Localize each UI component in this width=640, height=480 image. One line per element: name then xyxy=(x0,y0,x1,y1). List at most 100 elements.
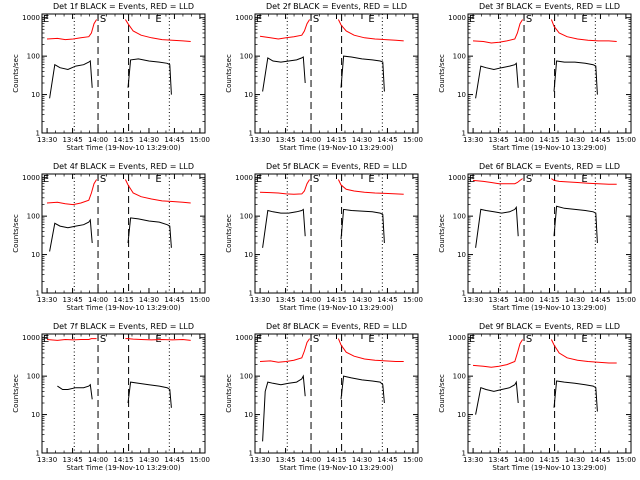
x-tick-label: 13:30 xyxy=(250,136,270,144)
y-tick-label: 100 xyxy=(27,213,40,221)
x-tick-label: 14:15 xyxy=(113,296,133,304)
interval-marker-e: E xyxy=(581,174,587,185)
chart-panel-7: Det 7f BLACK = Events, RED = LLD 1 10 100 10… xyxy=(12,322,210,472)
x-axis-label: Start Time (19-Nov-10 13:29:00) xyxy=(66,464,180,472)
plot-frame xyxy=(467,333,632,454)
x-tick-label: 13:45 xyxy=(275,136,295,144)
y-axis-label: Counts/sec xyxy=(225,374,233,413)
x-tick-label: 14:30 xyxy=(565,296,585,304)
y-tick-label: 10 xyxy=(457,91,466,99)
x-tick-label: 14:30 xyxy=(139,296,159,304)
x-tick-label: 15:00 xyxy=(190,136,210,144)
y-tick-label: 10 xyxy=(31,91,40,99)
y-tick-label: 1000 xyxy=(448,174,466,182)
x-tick-label: 13:45 xyxy=(62,296,82,304)
chart-title: Det 7f BLACK = Events, RED = LLD xyxy=(53,322,194,331)
chart-panel-8: Det 8f BLACK = Events, RED = LLD 1 10 100 10… xyxy=(225,322,423,472)
lld-series-line xyxy=(46,179,191,206)
chart-panel-5: Det 5f BLACK = Events, RED = LLD 1 10 100 10… xyxy=(225,162,423,312)
plot-frame xyxy=(254,173,419,294)
x-tick-label: 15:00 xyxy=(190,296,210,304)
x-tick-label: 14:30 xyxy=(352,456,372,464)
interval-marker-e: E xyxy=(581,334,587,345)
x-axis-label: Start Time (19-Nov-10 13:29:00) xyxy=(66,304,180,312)
y-tick-label: 10 xyxy=(457,411,466,419)
chart-title: Det 3f BLACK = Events, RED = LLD xyxy=(479,2,620,11)
x-axis-label: Start Time (19-Nov-10 13:29:00) xyxy=(66,144,180,152)
x-tick-label: 13:45 xyxy=(275,296,295,304)
x-axis-label: Start Time (19-Nov-10 13:29:00) xyxy=(492,304,606,312)
x-tick-label: 14:15 xyxy=(539,456,559,464)
interval-marker-s: S xyxy=(526,334,532,345)
chart-title: Det 1f BLACK = Events, RED = LLD xyxy=(53,2,194,11)
x-tick-label: 14:00 xyxy=(88,136,108,144)
y-axis-label: Counts/sec xyxy=(12,374,20,413)
lld-series-line xyxy=(259,179,404,195)
plot-frame xyxy=(467,173,632,294)
x-axis-label: Start Time (19-Nov-10 13:29:00) xyxy=(279,464,393,472)
x-tick-label: 14:15 xyxy=(113,456,133,464)
chart-panel-9: Det 9f BLACK = Events, RED = LLD 1 10 100 10… xyxy=(438,322,636,472)
y-axis-label: Counts/sec xyxy=(438,214,446,253)
chart-panel-2: Det 2f BLACK = Events, RED = LLD 1 10 100 10… xyxy=(225,2,423,152)
events-series-line xyxy=(49,217,172,252)
events-series-line xyxy=(475,380,598,415)
interval-marker-e: E xyxy=(368,334,374,345)
x-tick-label: 14:30 xyxy=(352,296,372,304)
y-tick-label: 10 xyxy=(244,251,253,259)
x-axis-label: Start Time (19-Nov-10 13:29:00) xyxy=(279,144,393,152)
y-axis-label: Counts/sec xyxy=(438,374,446,413)
y-tick-label: 1 xyxy=(462,450,466,458)
interval-marker-e: E xyxy=(368,174,374,185)
lld-series-line xyxy=(259,19,404,42)
y-tick-label: 1 xyxy=(36,450,40,458)
y-tick-label: 1000 xyxy=(22,14,40,22)
interval-marker-s: S xyxy=(100,14,106,25)
x-tick-label: 13:45 xyxy=(62,136,82,144)
chart-title: Det 4f BLACK = Events, RED = LLD xyxy=(53,162,194,171)
x-tick-label: 13:30 xyxy=(463,136,483,144)
lld-series-line xyxy=(46,19,191,42)
x-tick-label: 13:45 xyxy=(62,456,82,464)
interval-marker-s: S xyxy=(313,334,319,345)
lld-series-line xyxy=(472,339,617,368)
y-tick-label: 10 xyxy=(244,91,253,99)
interval-marker-e: E xyxy=(368,14,374,25)
x-tick-label: 14:15 xyxy=(113,136,133,144)
interval-marker-e: E xyxy=(469,14,475,25)
interval-marker-e: E xyxy=(43,14,49,25)
interval-marker-s: S xyxy=(526,14,532,25)
x-tick-label: 15:00 xyxy=(403,296,423,304)
plot-frame xyxy=(41,13,206,134)
chart-panel-3: Det 3f BLACK = Events, RED = LLD 1 10 100 10… xyxy=(438,2,636,152)
interval-marker-e: E xyxy=(155,174,161,185)
plot-frame xyxy=(41,173,206,294)
x-tick-label: 13:45 xyxy=(275,456,295,464)
interval-marker-s: S xyxy=(100,174,106,185)
y-tick-label: 1000 xyxy=(22,334,40,342)
events-series-line xyxy=(57,381,172,408)
x-tick-label: 14:45 xyxy=(164,456,184,464)
y-tick-label: 1 xyxy=(36,290,40,298)
interval-marker-e: E xyxy=(469,174,475,185)
x-axis-label: Start Time (19-Nov-10 13:29:00) xyxy=(279,304,393,312)
x-tick-label: 15:00 xyxy=(403,136,423,144)
interval-marker-s: S xyxy=(313,14,319,25)
x-tick-label: 14:30 xyxy=(139,136,159,144)
chart-title: Det 8f BLACK = Events, RED = LLD xyxy=(266,322,407,331)
y-axis-label: Counts/sec xyxy=(225,54,233,93)
events-series-line xyxy=(475,60,598,99)
x-tick-label: 14:15 xyxy=(326,456,346,464)
interval-marker-e: E xyxy=(256,174,262,185)
plot-frame xyxy=(254,13,419,134)
plot-frame xyxy=(254,333,419,454)
x-tick-label: 14:45 xyxy=(377,456,397,464)
x-tick-label: 13:30 xyxy=(37,136,57,144)
interval-marker-e: E xyxy=(581,14,587,25)
y-tick-label: 100 xyxy=(453,213,466,221)
x-tick-label: 14:45 xyxy=(590,296,610,304)
plot-frame xyxy=(467,13,632,134)
x-tick-label: 14:15 xyxy=(326,136,346,144)
y-tick-label: 10 xyxy=(31,251,40,259)
